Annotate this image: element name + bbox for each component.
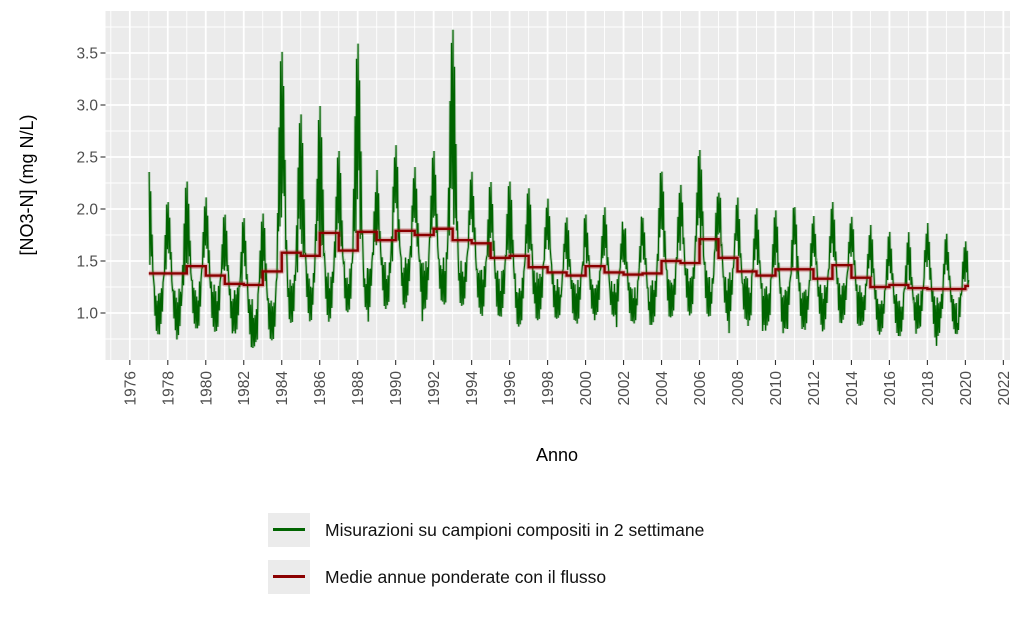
series-group [147,29,971,349]
y-tick-label: 3.5 [76,46,98,63]
green-line-icon [273,528,305,531]
red-series-path [148,227,970,291]
x-tick-label: 2014 [844,371,861,406]
y-tick-label: 1.0 [76,306,98,323]
x-tick-label: 2016 [882,371,899,405]
x-tick-label: 2000 [578,371,595,406]
legend: Misurazioni su campioni compositi in 2 s… [268,513,704,607]
y-tick-label: 2.5 [76,150,98,167]
legend-item-measurements: Misurazioni su campioni compositi in 2 s… [268,513,704,547]
legend-label-annual-means: Medie annue ponderate con il flusso [325,566,607,587]
x-tick-label: 1988 [350,371,367,405]
x-tick-label: 2002 [616,371,633,405]
x-tick-label: 1998 [540,371,557,405]
legend-label-measurements: Misurazioni su campioni compositi in 2 s… [325,519,705,540]
x-tick-label: 1978 [160,371,177,405]
x-tick-label: 2020 [958,371,975,406]
legend-item-annual-means: Medie annue ponderate con il flusso [268,560,704,594]
x-tick-label: 1976 [122,371,139,405]
x-tick-label: 1994 [464,371,481,406]
x-tick-label: 1996 [502,371,519,405]
axis-ticks [100,52,1004,365]
y-tick-label: 2.0 [76,202,98,219]
x-tick-label: 2006 [692,371,709,405]
x-tick-label: 2008 [730,371,747,405]
x-tick-label: 1992 [426,371,443,405]
x-axis-title: Anno [536,445,578,465]
x-tick-label: 1990 [388,371,405,406]
x-tick-label: 1984 [274,371,291,406]
y-axis-title: [NO3-N] (mg N/L) [17,114,37,255]
axis-tick-labels: 1.0 1.5 2.0 2.5 3.0 3.5 1976 1978 1980 1982 1984 19… [76,46,1012,406]
x-tick-label: 1982 [236,371,253,405]
green-series-path [148,29,970,349]
red-line-icon [273,575,305,578]
x-tick-label: 2018 [920,371,937,405]
x-tick-label: 1986 [312,371,329,405]
x-tick-label: 2012 [806,371,823,405]
y-tick-label: 3.0 [76,98,98,115]
y-tick-label: 1.5 [76,254,98,271]
legend-key-box [268,513,310,547]
x-tick-label: 2022 [996,371,1013,405]
x-tick-label: 1980 [198,371,215,406]
x-tick-label: 2010 [768,371,785,406]
legend-key-box [268,560,310,594]
x-tick-label: 2004 [654,371,671,406]
